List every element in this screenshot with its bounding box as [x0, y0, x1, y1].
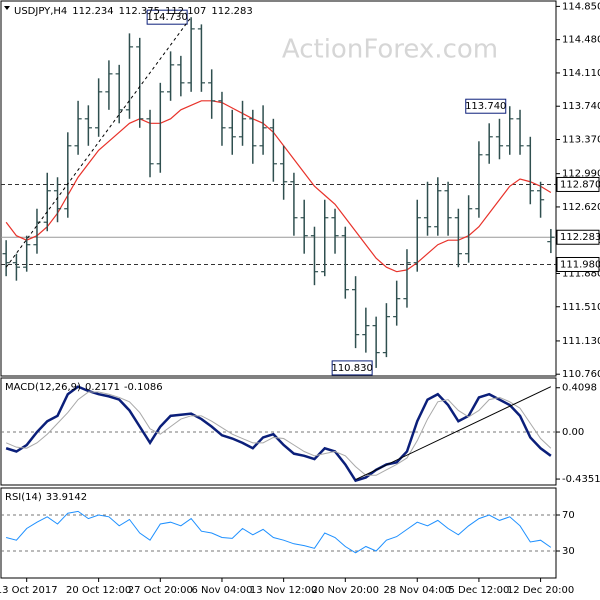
x-tick-label: 6 Nov 04:00 [191, 585, 252, 596]
annotation-label: 114.730 [146, 12, 187, 23]
annotation-label: 113.740 [465, 101, 506, 112]
y-tick-label: 70 [562, 510, 575, 521]
level-box [556, 256, 600, 272]
y-tick-label: 30 [562, 546, 575, 557]
x-tick-label: 28 Nov 04:00 [384, 585, 451, 596]
panel-frame [0, 487, 557, 579]
moving-average [5, 100, 552, 273]
level-box [556, 176, 600, 192]
annotation-box [146, 9, 188, 25]
x-tick-label: 12 Dec 20:00 [507, 585, 574, 596]
indicator-line [5, 385, 552, 483]
level-label: 111.980 [560, 259, 600, 270]
indicator-value: -0.1086 [124, 382, 163, 393]
x-tick-label: 20 Oct 12:00 [66, 585, 131, 596]
level-label: 112.283 [560, 232, 600, 243]
y-tick-label: 114.110 [562, 68, 600, 79]
y-tick-label: 0.4098 [562, 383, 597, 394]
y-tick-label: 0.00 [562, 427, 584, 438]
chart-header: USDJPY,H4 112.234 112.375 112.107 112.283 [14, 6, 253, 17]
panel-frame [0, 377, 557, 486]
y-tick-label: -0.4351 [562, 474, 600, 485]
y-tick-label: 112.620 [562, 202, 600, 213]
trendline [355, 386, 552, 481]
y-tick-label: 113.370 [562, 134, 600, 145]
y-tick-label: 111.880 [562, 268, 600, 279]
panel: 0.4098 0.00 -0.4351 MACD(12,26,9) 0.2171 -0.1… [0, 377, 600, 486]
panel-frame [0, 0, 557, 377]
x-tick-label: 13 Nov 12:00 [250, 585, 317, 596]
level-box [556, 229, 600, 245]
indicator-line [5, 391, 552, 476]
y-tick-label: 113.740 [562, 101, 600, 112]
indicator-value: 33.9142 [46, 492, 87, 503]
indicator-name: MACD(12,26,9) [5, 382, 81, 393]
indicator-value: 0.2171 [85, 382, 120, 393]
indicator-title: MACD(12,26,9) 0.2171 -0.1086 [5, 382, 163, 393]
x-tick-label: 13 Oct 2017 [0, 585, 58, 596]
indicator-title: RSI(14) 33.9142 [5, 492, 87, 503]
level-label: 112.870 [560, 179, 600, 190]
trendline [5, 16, 192, 268]
x-tick-label: 20 Nov 20:00 [312, 585, 379, 596]
annotation-box [465, 98, 507, 114]
header-open: 112.234 [72, 6, 113, 17]
indicator-name: RSI(14) [5, 492, 42, 503]
y-tick-label: 111.130 [562, 336, 600, 347]
header-low: 112.107 [165, 6, 206, 17]
watermark: ActionForex.com [282, 35, 498, 65]
header-close: 112.283 [211, 6, 252, 17]
indicator-line [6, 510, 552, 554]
x-tick-label: 27 Oct 20:00 [128, 585, 193, 596]
y-tick-label: 110.760 [562, 369, 600, 380]
header-high: 112.375 [119, 6, 160, 17]
header-icon [4, 6, 10, 10]
x-tick-label: 5 Dec 12:00 [448, 585, 509, 596]
symbol: USDJPY,H4 [14, 6, 67, 17]
y-tick-label: 112.990 [562, 169, 600, 180]
y-tick-label: 111.510 [562, 302, 600, 313]
annotation-box [331, 360, 373, 376]
panel: 70 30 RSI(14) 33.9142 [0, 487, 575, 579]
annotation-label: 110.830 [331, 363, 372, 374]
y-tick-label: 114.480 [562, 35, 600, 46]
y-tick-label: 114.850 [562, 1, 600, 12]
